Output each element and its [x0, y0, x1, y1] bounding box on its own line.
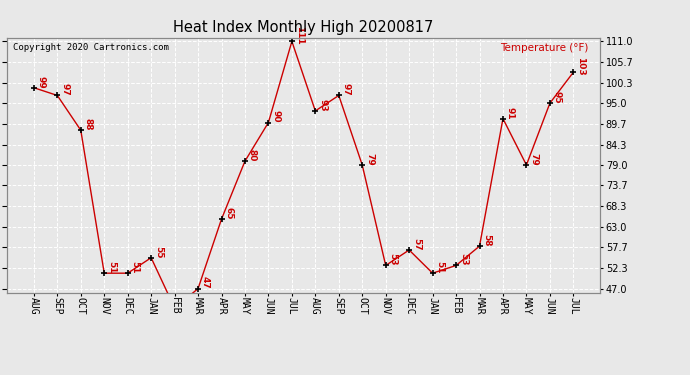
Text: 51: 51	[435, 261, 444, 274]
Text: Temperature (°F): Temperature (°F)	[500, 43, 589, 52]
Text: 55: 55	[154, 246, 163, 258]
Text: 80: 80	[248, 149, 257, 162]
Text: Copyright 2020 Cartronics.com: Copyright 2020 Cartronics.com	[13, 43, 169, 52]
Text: 51: 51	[130, 261, 139, 274]
Text: 51: 51	[107, 261, 116, 274]
Text: 91: 91	[506, 106, 515, 119]
Text: 93: 93	[318, 99, 327, 111]
Text: 57: 57	[412, 238, 421, 250]
Text: 79: 79	[365, 153, 374, 166]
Text: 97: 97	[60, 83, 69, 96]
Text: 88: 88	[83, 118, 92, 130]
Title: Heat Index Monthly High 20200817: Heat Index Monthly High 20200817	[173, 20, 434, 35]
Text: 53: 53	[459, 254, 468, 266]
Text: 99: 99	[37, 75, 46, 88]
Text: 53: 53	[388, 254, 397, 266]
Text: 95: 95	[553, 91, 562, 104]
Text: 58: 58	[482, 234, 491, 247]
Text: 47: 47	[201, 276, 210, 289]
Text: 97: 97	[342, 83, 351, 96]
Text: 90: 90	[271, 111, 280, 123]
Text: 111: 111	[295, 26, 304, 45]
Text: 65: 65	[224, 207, 233, 219]
Text: 79: 79	[529, 153, 538, 166]
Text: 103: 103	[576, 57, 585, 76]
Text: 42: 42	[0, 374, 1, 375]
